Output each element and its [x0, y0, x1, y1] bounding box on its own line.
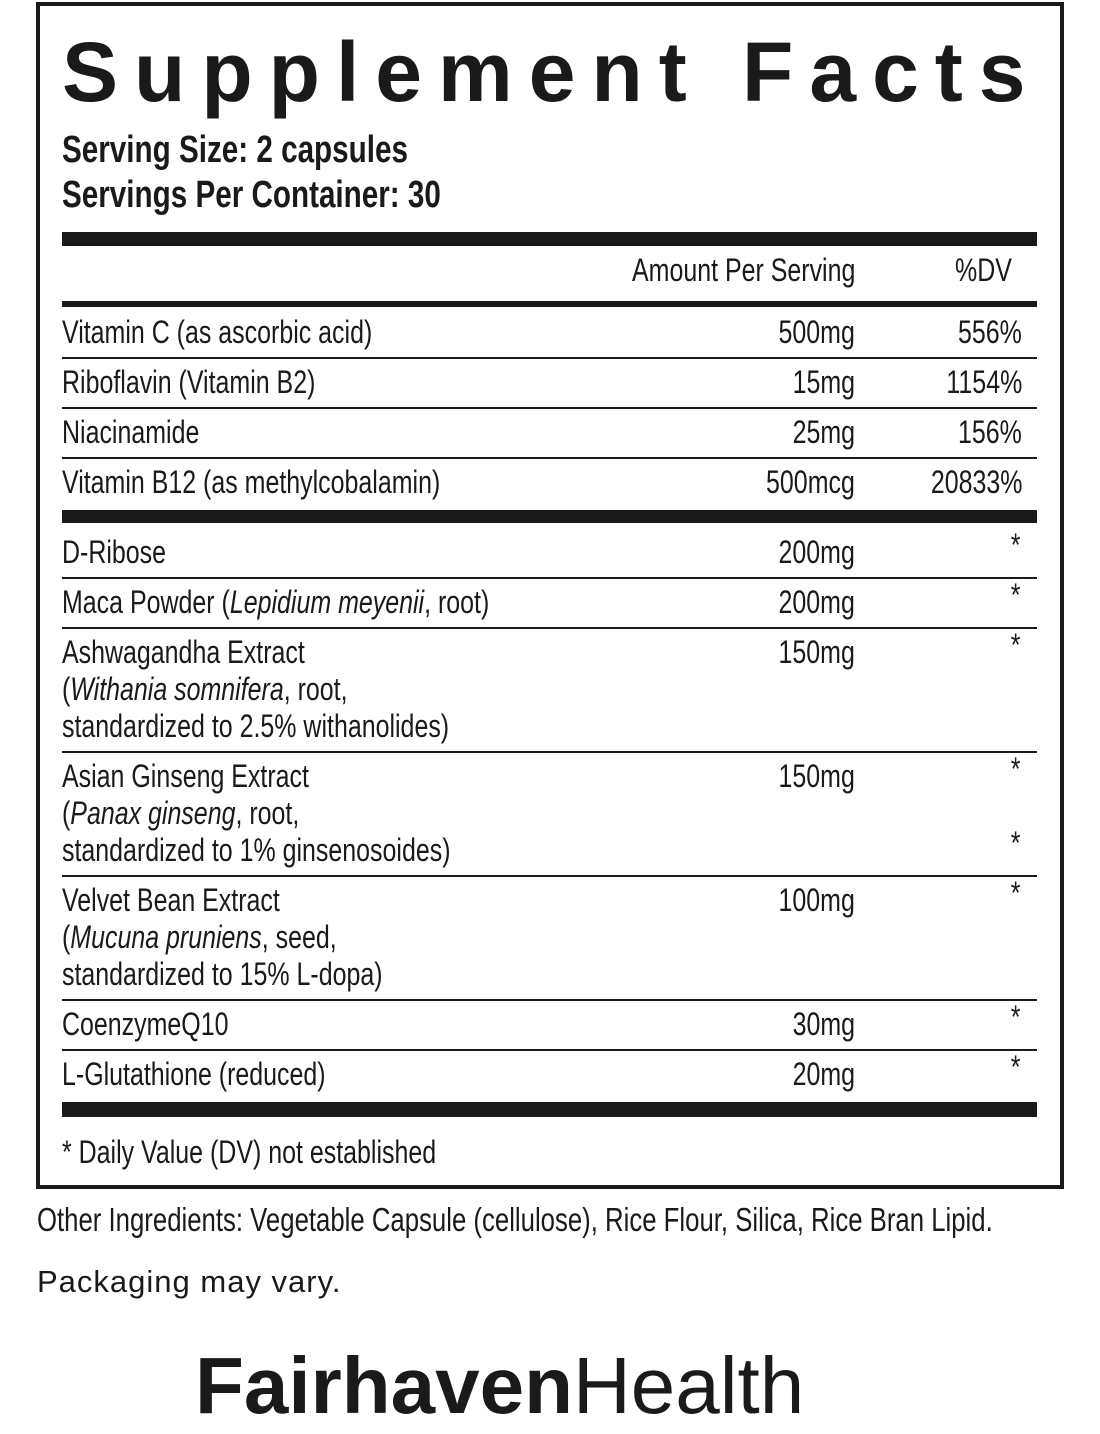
ingredient-name: Velvet Bean Extract [62, 880, 280, 920]
ingredient-name: Ashwagandha Extract [62, 632, 305, 672]
ingredient-name: Maca Powder (Lepidium meyenii, root) [62, 582, 489, 622]
thin-rule [62, 627, 1037, 629]
daily-value: * [1010, 999, 1020, 1035]
name-segment: Maca Powder ( [62, 584, 230, 620]
ingredient-name: Asian Ginseng Extract [62, 756, 309, 796]
name-segment: Mucuna pruniens [70, 919, 262, 955]
ingredient-name: (Withania somnifera, root, [62, 669, 348, 709]
name-segment: Vitamin C (as ascorbic acid) [62, 314, 373, 350]
ingredient-name: L-Glutathione (reduced) [62, 1054, 326, 1094]
name-segment: standardized to 1% ginsenosoides) [62, 832, 451, 868]
thick-rule [62, 232, 1037, 246]
ingredient-name: standardized to 1% ginsenosoides) [62, 830, 451, 870]
daily-value: 556% [958, 314, 1022, 350]
amount: 15mg [792, 364, 855, 400]
footnote: * Daily Value (DV) not established [62, 1134, 437, 1170]
ingredient-name: Vitamin B12 (as methylcobalamin) [62, 462, 440, 502]
brand-bold: Fairhaven [195, 1341, 573, 1430]
ingredient-name: standardized to 15% L-dopa) [62, 954, 383, 994]
thin-rule [62, 357, 1037, 359]
thin-rule [62, 577, 1037, 579]
thin-rule [62, 407, 1037, 409]
amount: 20mg [792, 1056, 855, 1092]
amount: 150mg [778, 758, 855, 794]
servings-per-container: Servings Per Container: 30 [62, 174, 441, 216]
ingredient-name: CoenzymeQ10 [62, 1004, 228, 1044]
thin-rule [62, 999, 1037, 1001]
daily-value: 156% [958, 414, 1022, 450]
daily-value: * [1010, 825, 1020, 861]
ingredient-name: (Panax ginseng, root, [62, 793, 299, 833]
name-segment: CoenzymeQ10 [62, 1006, 229, 1042]
daily-value: 20833% [930, 464, 1022, 500]
name-segment: , root, [283, 671, 348, 707]
dv-header: %DV [955, 252, 1012, 288]
name-segment: Vitamin B12 (as methylcobalamin) [62, 464, 441, 500]
name-segment: ( [62, 795, 71, 831]
label-box [36, 2, 1064, 1189]
thin-rule [62, 457, 1037, 459]
amount: 150mg [778, 634, 855, 670]
daily-value: * [1010, 1049, 1020, 1085]
name-segment: Lepidium meyenii [229, 584, 425, 620]
daily-value: * [1010, 627, 1020, 663]
ingredient-name: standardized to 2.5% withanolides) [62, 706, 449, 746]
ingredient-name: (Mucuna pruniens, seed, [62, 917, 337, 957]
name-segment: D-Ribose [62, 534, 167, 570]
ingredient-name: Riboflavin (Vitamin B2) [62, 362, 315, 402]
amount: 100mg [778, 882, 855, 918]
daily-value: * [1010, 751, 1020, 787]
name-segment: Ashwagandha Extract [62, 634, 305, 670]
name-segment: ( [62, 919, 71, 955]
other-ingredients: Other Ingredients: Vegetable Capsule (ce… [37, 1201, 993, 1238]
name-segment: Withania somnifera [70, 671, 284, 707]
amount: 500mg [778, 314, 855, 350]
ingredient-name: Vitamin C (as ascorbic acid) [62, 312, 372, 352]
thick-rule [62, 510, 1037, 523]
name-segment: , seed, [261, 919, 337, 955]
packaging-note: Packaging may vary. [37, 1264, 342, 1299]
daily-value: 1154% [946, 364, 1022, 400]
thick-rule [62, 1102, 1037, 1117]
thin-rule [62, 1049, 1037, 1051]
ingredient-name: D-Ribose [62, 532, 166, 572]
amount: 25mg [792, 414, 855, 450]
name-segment: Asian Ginseng Extract [62, 758, 309, 794]
medium-rule [62, 301, 1037, 307]
daily-value: * [1010, 527, 1020, 563]
thin-rule [62, 751, 1037, 753]
serving-size: Serving Size: 2 capsules [62, 129, 408, 171]
name-segment: standardized to 15% L-dopa) [62, 956, 383, 992]
brand-regular: Health [572, 1341, 805, 1430]
ingredient-name: Niacinamide [62, 412, 199, 452]
name-segment: Panax ginseng [70, 795, 236, 831]
amount: 30mg [792, 1006, 855, 1042]
brand-logo: FairhavenHealth [195, 1338, 804, 1434]
name-segment: Riboflavin (Vitamin B2) [62, 364, 316, 400]
name-segment: , root) [424, 584, 490, 620]
name-segment: L-Glutathione (reduced) [62, 1056, 326, 1092]
amount: 200mg [778, 584, 855, 620]
thin-rule [62, 875, 1037, 877]
name-segment: standardized to 2.5% withanolides) [62, 708, 450, 744]
daily-value: * [1010, 577, 1020, 613]
name-segment: Niacinamide [62, 414, 200, 450]
amount: 500mcg [766, 464, 855, 500]
amount-header: Amount Per Serving [631, 252, 855, 288]
name-segment: ( [62, 671, 71, 707]
title: Supplement Facts [62, 25, 1042, 119]
name-segment: , root, [235, 795, 300, 831]
name-segment: Velvet Bean Extract [62, 882, 280, 918]
amount: 200mg [778, 534, 855, 570]
daily-value: * [1010, 875, 1020, 911]
